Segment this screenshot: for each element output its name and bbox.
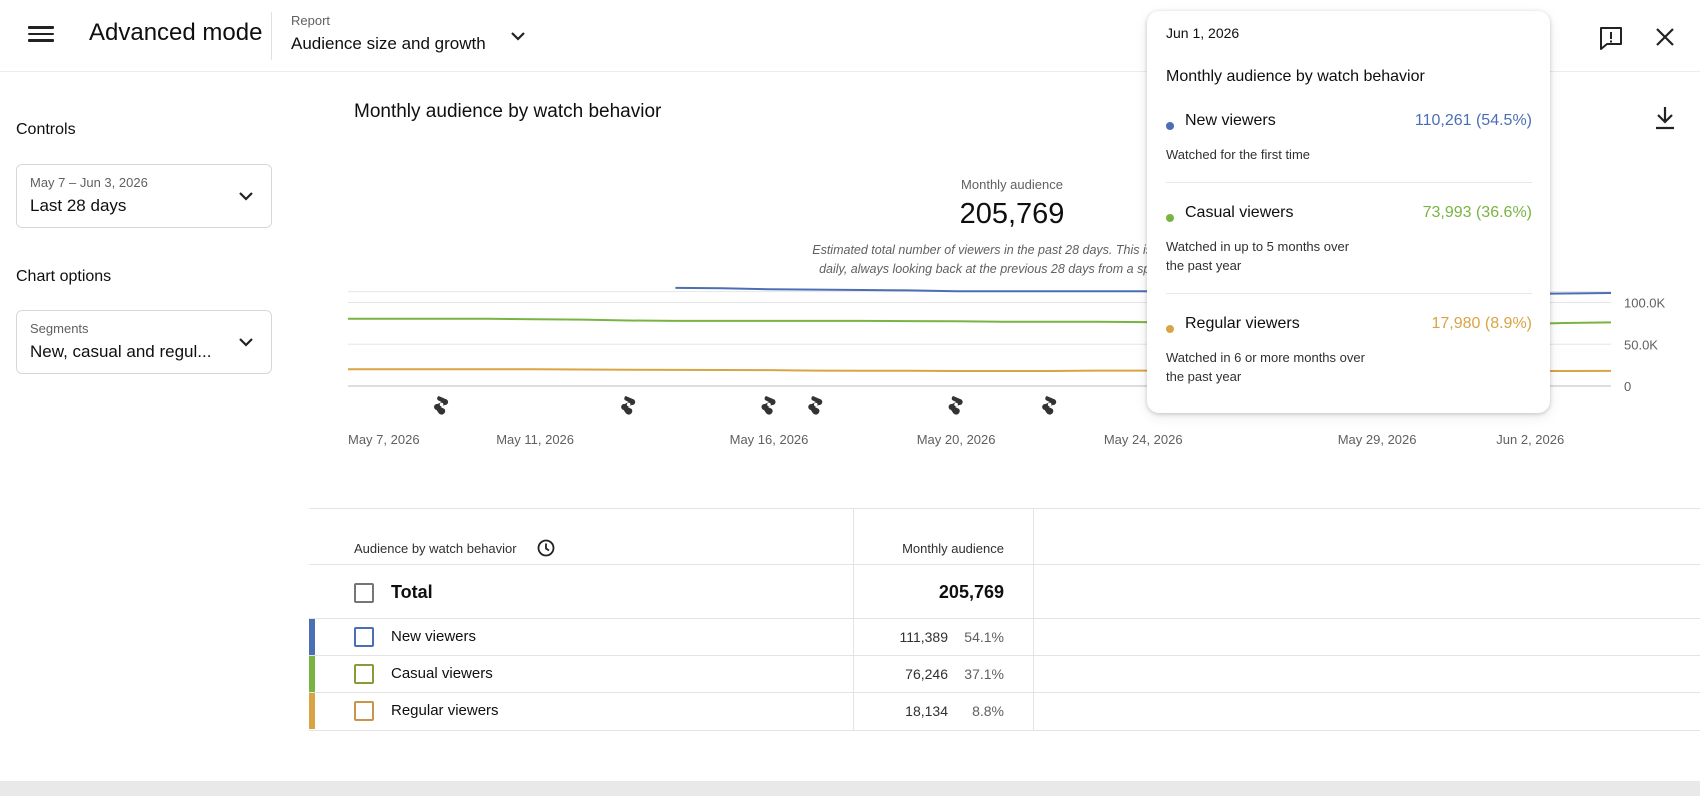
premiere-icon bbox=[948, 396, 963, 415]
x-tick-label: May 24, 2026 bbox=[1104, 432, 1183, 447]
tooltip-series-name: Regular viewers bbox=[1185, 315, 1300, 332]
table-row-name: Regular viewers bbox=[391, 702, 499, 719]
tooltip-title: Monthly audience by watch behavior bbox=[1166, 68, 1425, 85]
date-range-label: May 7 – Jun 3, 2026 bbox=[30, 175, 148, 190]
table-row-pct: 54.1% bbox=[964, 629, 1004, 645]
y-tick-label: 100.0K bbox=[1624, 296, 1666, 311]
premiere-icon-dot bbox=[1047, 402, 1052, 407]
divider bbox=[1166, 182, 1532, 183]
close-icon[interactable] bbox=[1652, 24, 1678, 50]
metric-note: Estimated total number of viewers in the… bbox=[812, 243, 1212, 276]
divider bbox=[309, 508, 1700, 509]
table-row-name: Casual viewers bbox=[391, 665, 493, 682]
column-header-audience[interactable]: Monthly audience bbox=[902, 541, 1004, 556]
casual-viewers-checkbox[interactable] bbox=[354, 664, 374, 684]
premiere-icon bbox=[1042, 396, 1057, 415]
tooltip-series-value: 17,980 (8.9%) bbox=[1431, 315, 1532, 332]
series-color-bar bbox=[309, 693, 315, 729]
x-tick-label: May 7, 2026 bbox=[348, 432, 420, 447]
divider bbox=[853, 508, 854, 730]
page-title: Advanced mode bbox=[89, 19, 263, 46]
tooltip-series-value: 110,261 (54.5%) bbox=[1414, 112, 1532, 129]
segments-selector[interactable]: Segments New, casual and regul... bbox=[16, 310, 272, 374]
x-tick-label: May 16, 2026 bbox=[730, 432, 809, 447]
divider bbox=[309, 618, 1700, 619]
premiere-icon bbox=[808, 396, 823, 415]
tooltip-series-desc: Watched in up to 5 months over the past … bbox=[1166, 239, 1350, 273]
x-tick-label: Jun 2, 2026 bbox=[1496, 432, 1564, 447]
table-row-value: 18,134 bbox=[905, 703, 948, 719]
bottom-strip bbox=[0, 781, 1700, 796]
chart-title: Monthly audience by watch behavior bbox=[354, 101, 662, 122]
segments-label: Segments bbox=[30, 321, 89, 336]
premiere-icon-dot bbox=[954, 402, 958, 407]
column-header-behavior[interactable]: Audience by watch behavior bbox=[354, 541, 517, 556]
divider bbox=[309, 655, 1700, 656]
series-dot bbox=[1166, 325, 1174, 333]
premiere-icon bbox=[621, 396, 636, 415]
feedback-icon[interactable] bbox=[1597, 24, 1625, 52]
chart-options-heading: Chart options bbox=[16, 268, 112, 285]
metric-label: Monthly audience bbox=[961, 177, 1063, 192]
line-chart[interactable]: 0 50.0K 100.0K May 7, 2026 May 11, 2026 May 1… bbox=[0, 0, 1700, 460]
chevron-down-icon bbox=[239, 338, 253, 347]
series-dot bbox=[1166, 214, 1174, 222]
controls-heading: Controls bbox=[16, 121, 76, 138]
premiere-icon-dot bbox=[626, 402, 631, 407]
table-row-name: New viewers bbox=[391, 628, 477, 645]
new-viewers-checkbox[interactable] bbox=[354, 627, 374, 647]
divider bbox=[271, 12, 272, 60]
premiere-icon bbox=[434, 396, 449, 415]
menu-icon[interactable] bbox=[26, 22, 56, 50]
x-tick-label: May 11, 2026 bbox=[496, 432, 574, 447]
tooltip-series-desc: Watched for the first time bbox=[1166, 147, 1311, 162]
table-row-value: 76,246 bbox=[905, 666, 948, 682]
download-icon[interactable] bbox=[1652, 104, 1678, 132]
divider bbox=[309, 730, 1700, 731]
premiere-icon bbox=[761, 396, 776, 415]
series-color-bar bbox=[309, 656, 315, 692]
table-row-value: 111,389 bbox=[899, 629, 948, 645]
premiere-icon-dot bbox=[767, 402, 771, 407]
y-tick-label: 0 bbox=[1624, 379, 1631, 394]
divider bbox=[309, 564, 1700, 565]
divider bbox=[1033, 508, 1034, 730]
date-range-selector[interactable]: May 7 – Jun 3, 2026 Last 28 days bbox=[16, 164, 272, 228]
metric-value: 205,769 bbox=[959, 198, 1065, 230]
tooltip-series-name: Casual viewers bbox=[1185, 204, 1294, 221]
table-row-pct: 37.1% bbox=[964, 666, 1004, 682]
tooltip-series-desc: Watched in 6 or more months over the pas… bbox=[1166, 350, 1365, 384]
x-tick-label: May 20, 2026 bbox=[917, 432, 996, 447]
premiere-icon-dot bbox=[813, 402, 818, 407]
divider bbox=[309, 692, 1700, 693]
tooltip-date: Jun 1, 2026 bbox=[1166, 25, 1240, 41]
x-tick-label: May 29, 2026 bbox=[1338, 432, 1417, 447]
tooltip-series-name: New viewers bbox=[1185, 112, 1276, 129]
table-row-pct: 8.8% bbox=[972, 703, 1004, 719]
y-tick-label: 50.0K bbox=[1624, 337, 1658, 352]
divider bbox=[1166, 293, 1532, 294]
clock-icon[interactable] bbox=[536, 538, 556, 558]
series-color-bar bbox=[309, 619, 315, 655]
hover-tooltip: Jun 1, 2026 Monthly audience by watch be… bbox=[1147, 11, 1550, 413]
report-selector[interactable]: Audience size and growth bbox=[291, 34, 486, 53]
regular-viewers-checkbox[interactable] bbox=[354, 701, 374, 721]
chevron-down-icon[interactable] bbox=[506, 24, 530, 48]
total-checkbox[interactable] bbox=[354, 583, 374, 603]
premiere-icon-dot bbox=[439, 402, 444, 407]
table-total-label: Total bbox=[391, 582, 433, 602]
series-dot bbox=[1166, 122, 1174, 130]
report-label: Report bbox=[291, 13, 331, 28]
table-total-value: 205,769 bbox=[938, 582, 1004, 602]
chevron-down-icon bbox=[239, 192, 253, 201]
tooltip-series-value: 73,993 (36.6%) bbox=[1422, 204, 1532, 221]
